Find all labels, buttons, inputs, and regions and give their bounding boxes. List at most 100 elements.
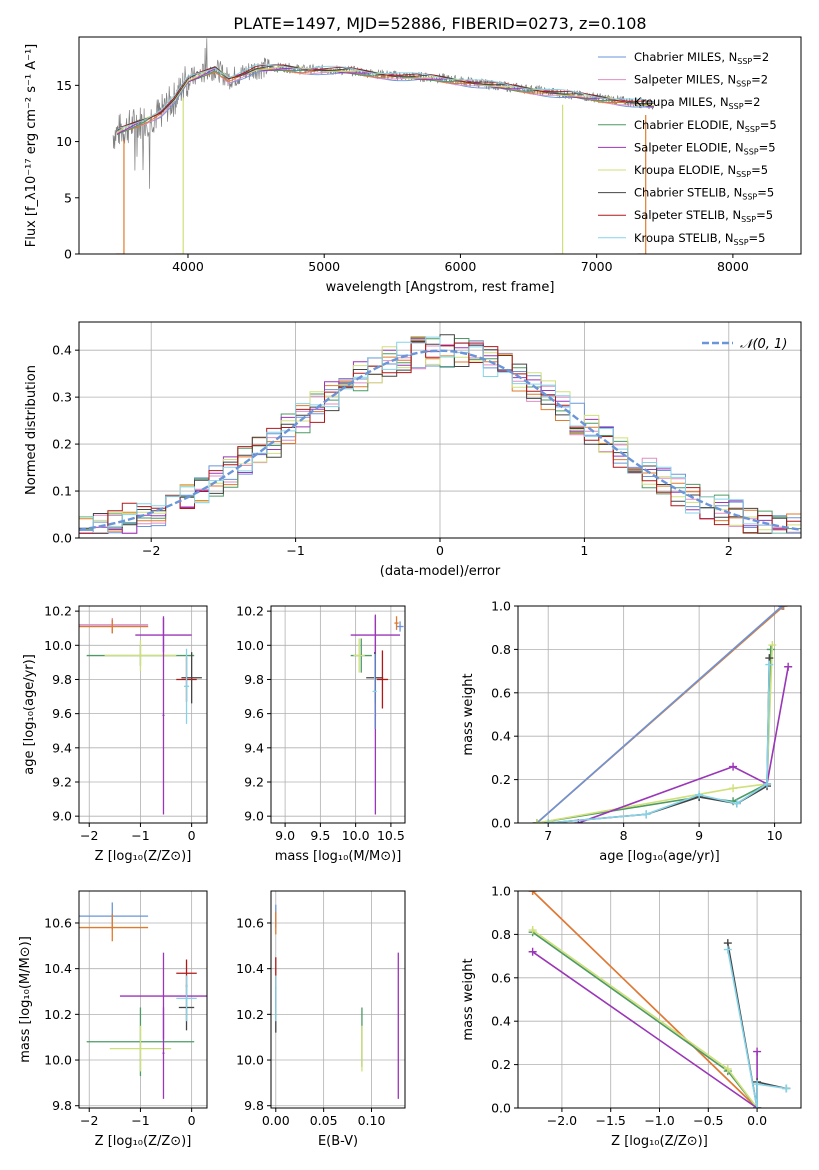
x-tick-label: 6000 (445, 259, 477, 274)
x-tick-label: 9.5 (310, 828, 330, 843)
y-axis-label: mass weight (461, 958, 476, 1040)
y-tick-label: 0.6 (491, 685, 511, 700)
plot-area (532, 606, 793, 823)
y-axis-label: mass weight (461, 673, 476, 755)
y-tick-label: 9.8 (244, 672, 264, 687)
axes-frame (78, 605, 208, 824)
weight-marker (528, 947, 537, 956)
x-tick-label: −1.0 (644, 1113, 674, 1128)
figure-title: PLATE=1497, MJD=52886, FIBERID=0273, z=0… (233, 14, 646, 33)
x-tick-label: 0.00 (262, 1113, 290, 1128)
x-tick-label: 7 (544, 828, 552, 843)
weight-marker (753, 1047, 762, 1056)
x-tick-label: 5000 (308, 259, 340, 274)
y-axis-label: Normed distribution (24, 365, 39, 495)
x-tick-label: 9.0 (275, 828, 295, 843)
weight-marker (766, 645, 775, 654)
x-axis-label: Z [log₁₀(Z/Z⊙)] (611, 1134, 708, 1149)
x-tick-label: 0.10 (358, 1113, 386, 1128)
weight-marker (782, 1084, 791, 1093)
x-tick-label: 10 (767, 828, 783, 843)
weight-line (548, 658, 771, 823)
legend-entry: 𝒩(0, 1) (740, 337, 787, 352)
weight-marker (779, 606, 788, 610)
y-tick-label: 0.0 (491, 816, 511, 831)
y-tick-label: 0.1 (52, 484, 72, 499)
y-axis-label: age [log₁₀(age/yr)] (22, 654, 37, 775)
x-tick-label: −1 (131, 828, 149, 843)
y-tick-label: 10.0 (44, 1053, 72, 1068)
weight-line (578, 666, 789, 823)
axes-frame (78, 36, 802, 255)
y-tick-label: 10.2 (44, 1007, 72, 1022)
legend-entry: Salpeter STELIB, NSSP=5 (634, 208, 773, 224)
y-tick-label: 10.0 (44, 638, 72, 653)
histogram-step (79, 336, 801, 534)
plot-area (79, 334, 801, 534)
model-spectrum (116, 67, 654, 135)
x-tick-label: 9 (695, 828, 703, 843)
weight-line (536, 645, 774, 823)
legend-entry: Kroupa STELIB, NSSP=5 (634, 231, 765, 247)
y-tick-label: 10.2 (44, 604, 72, 619)
y-tick-label: 9.0 (52, 809, 72, 824)
weight-marker (723, 1064, 732, 1073)
y-tick-label: 9.6 (52, 706, 72, 721)
y-tick-label: 0.6 (491, 970, 511, 985)
model-spectrum (116, 64, 654, 130)
x-tick-label: −2 (80, 1113, 98, 1128)
y-tick-label: 9.2 (244, 774, 264, 789)
plot-area (275, 904, 399, 1099)
weight-marker (695, 790, 704, 799)
x-tick-label: −2 (142, 543, 160, 558)
y-tick-label: 9.4 (52, 740, 72, 755)
y-tick-label: 0.3 (52, 390, 72, 405)
legend-entry: Kroupa MILES, NSSP=2 (634, 95, 760, 111)
x-tick-label: 10.0 (342, 828, 370, 843)
y-tick-label: 1.0 (491, 599, 511, 614)
y-tick-label: 0.8 (491, 642, 511, 657)
y-tick-label: 0.4 (52, 343, 72, 358)
x-tick-label: −2 (80, 828, 98, 843)
x-tick-label: 8000 (717, 259, 749, 274)
x-tick-label: −2.0 (547, 1113, 577, 1128)
panel-mass_vs_Z: −2 −1 0 9.8 10.0 10.2 10.4 10.6 Z [log₁₀(Z/Z⊙)] m… (18, 890, 208, 1149)
weight-marker (729, 762, 738, 771)
x-tick-label: 0 (436, 543, 444, 558)
weight-line (532, 891, 758, 1108)
model-spectrum (116, 64, 654, 130)
x-axis-label: (data-model)/error (380, 564, 501, 579)
y-tick-label: 9.4 (244, 740, 264, 755)
weight-line (532, 951, 758, 1108)
y-tick-label: 10.0 (236, 1053, 264, 1068)
legend: Chabrier MILES, NSSP=2 Salpeter MILES, NS… (598, 50, 777, 247)
y-tick-label: 0.0 (52, 531, 72, 546)
y-tick-label: 9.0 (244, 809, 264, 824)
x-axis-label: age [log₁₀(age/yr)] (599, 849, 720, 864)
x-tick-label: 0 (188, 828, 196, 843)
weight-marker (753, 1080, 762, 1089)
panel-spectrum: 4000 5000 6000 7000 8000 0 5 10 15 wavelength [An… (24, 36, 802, 295)
y-tick-label: 0.2 (491, 772, 511, 787)
panel-mass_vs_EBV: 0.00 0.05 0.10 9.8 10.0 10.2 10.4 10.6 E(B-V) (236, 890, 406, 1149)
panel-weight_vs_Z: −2.0 −1.5 −1.0 −0.5 0.0 0.0 0.2 0.4 0.6 0.8 1.0 Z [… (461, 884, 802, 1149)
y-tick-label: 0 (64, 247, 72, 262)
y-tick-label: 0.0 (491, 1101, 511, 1116)
weight-marker (532, 819, 541, 823)
y-tick-label: 10.2 (236, 604, 264, 619)
x-tick-label: 0.0 (747, 1113, 767, 1128)
plot-area (79, 902, 207, 1099)
histogram-step (79, 339, 801, 534)
y-tick-label: 10.2 (236, 1007, 264, 1022)
x-tick-label: 10.5 (377, 828, 405, 843)
weight-marker (729, 784, 738, 793)
x-tick-label: −0.5 (693, 1113, 723, 1128)
x-tick-label: 2 (725, 543, 733, 558)
plot-area (528, 891, 791, 1108)
legend-entry: Salpeter MILES, NSSP=2 (634, 73, 768, 89)
x-tick-label: 4000 (172, 259, 204, 274)
y-tick-label: 9.8 (52, 672, 72, 687)
x-tick-label: −1 (131, 1113, 149, 1128)
